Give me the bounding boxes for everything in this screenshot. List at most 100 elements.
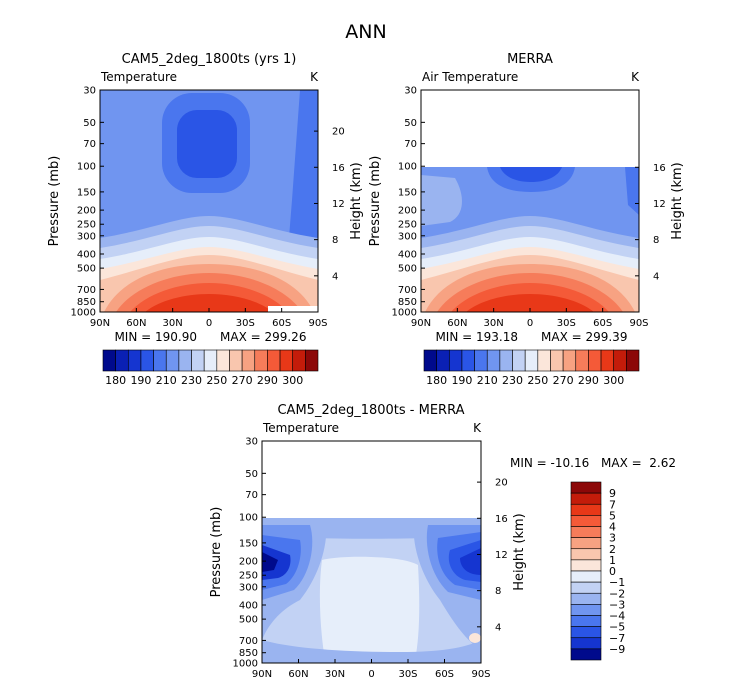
pressure-tick-label: 200 <box>77 206 96 217</box>
colorbar-swatch <box>423 349 437 372</box>
pressure-tick-label: 250 <box>239 571 258 582</box>
colorbar-label: 1 <box>609 554 616 567</box>
height-tick-label: 16 <box>332 163 345 174</box>
colorbar-label: 210 <box>156 374 177 387</box>
pressure-tick-label: 100 <box>239 513 258 524</box>
latitude-tick-label: 30S <box>398 669 417 680</box>
height-tick-label: 4 <box>653 271 659 282</box>
pressure-tick-label: 200 <box>398 206 417 217</box>
latitude-tick-label: 60S <box>593 318 612 329</box>
panel-diff-field <box>262 441 481 663</box>
colorbar-swatch <box>436 349 450 372</box>
colorbar-swatch <box>570 637 602 650</box>
height-tick-label: 20 <box>332 127 345 138</box>
latitude-tick-label: 90S <box>308 318 327 329</box>
pressure-tick-label: 300 <box>398 231 417 242</box>
field-contour-cold-core-inner <box>500 167 562 182</box>
colorbar-swatch <box>570 548 602 561</box>
pressure-tick-label: 500 <box>77 264 96 275</box>
latitude-tick-label: 0 <box>368 669 374 680</box>
latitude-tick-label: 30S <box>236 318 255 329</box>
height-axis-title: Height (km) <box>512 513 527 590</box>
colorbar-swatch <box>229 349 243 372</box>
colorbar-label: −1 <box>609 576 625 589</box>
pressure-tick-label: 150 <box>239 538 258 549</box>
panel-diff-variable-label: Temperature <box>262 421 339 435</box>
colorbar-label: 250 <box>206 374 227 387</box>
colorbar-swatch <box>241 349 256 372</box>
panel-obs-colorbar: 180 190 210 230 250 270 290 300 <box>423 349 640 387</box>
latitude-tick-label: 90S <box>471 669 490 680</box>
pressure-tick-label: 500 <box>239 615 258 626</box>
colorbar-swatch <box>570 537 602 550</box>
pressure-tick-label: 100 <box>398 162 417 173</box>
field-contour-equatorial-weak <box>319 556 420 660</box>
height-tick-label: 16 <box>495 514 508 525</box>
panel-model-colorbar: 180 190 210 230 250 270 290 300 <box>102 349 319 387</box>
colorbar-swatch <box>267 349 281 372</box>
latitude-tick-label: 0 <box>206 318 212 329</box>
panel-diff-title: CAM5_2deg_1800ts - MERRA <box>277 403 464 418</box>
pressure-tick-label: 700 <box>239 636 258 647</box>
pressure-tick-label: 70 <box>245 490 258 501</box>
colorbar-label: 190 <box>130 374 151 387</box>
colorbar-label: 290 <box>578 374 599 387</box>
height-tick-label: 12 <box>332 199 345 210</box>
latitude-tick-label: 0 <box>527 318 533 329</box>
field-contour-t290 <box>466 294 594 312</box>
panel-obs: MERRA Air Temperature K 30 50 70 100 150 200 2… <box>368 52 685 387</box>
pressure-axis-title: Pressure (mb) <box>368 156 383 247</box>
colorbar-swatch <box>486 349 501 372</box>
latitude-tick-label: 60N <box>126 318 146 329</box>
pressure-tick-label: 400 <box>398 249 417 260</box>
panel-obs-variable-label: Air Temperature <box>422 70 518 84</box>
field-contour-nh-cold-core <box>262 552 278 572</box>
colorbar-label: 250 <box>527 374 548 387</box>
height-tick-label: 16 <box>653 163 666 174</box>
colorbar-swatch <box>570 592 602 605</box>
colorbar-swatch <box>474 349 488 372</box>
colorbar-label: 3 <box>609 532 616 545</box>
colorbar-swatch <box>570 648 602 661</box>
field-no-data <box>262 441 481 518</box>
height-tick-label: 20 <box>495 478 508 489</box>
panel-model-min-label: MIN = 190.90 <box>114 330 197 344</box>
panel-obs-field <box>421 90 639 312</box>
field-contour-high-lat-cold <box>288 90 318 260</box>
colorbar-label: 270 <box>232 374 253 387</box>
panel-obs-max-label: MAX = 299.39 <box>541 330 627 344</box>
pressure-tick-label: 700 <box>77 285 96 296</box>
latitude-tick-label: 60N <box>288 669 308 680</box>
colorbar-swatch <box>524 349 539 372</box>
pressure-tick-label: 30 <box>404 86 417 97</box>
colorbar-swatch <box>115 349 129 372</box>
pressure-tick-label: 200 <box>239 557 258 568</box>
panel-model-max-label: MAX = 299.26 <box>220 330 306 344</box>
pressure-tick-label: 1000 <box>71 308 96 319</box>
field-contour-nh-polar <box>421 175 462 226</box>
colorbar-swatch <box>140 349 154 372</box>
colorbar-swatch <box>102 349 116 372</box>
colorbar-label: −4 <box>609 610 625 623</box>
pressure-tick-label: 150 <box>398 187 417 198</box>
colorbar-label: 230 <box>181 374 202 387</box>
field-no-data <box>421 90 639 167</box>
colorbar-swatch <box>570 570 602 583</box>
height-tick-label: 8 <box>495 586 501 597</box>
colorbar-swatch <box>613 349 627 372</box>
colorbar-swatch <box>537 349 551 372</box>
colorbar-swatch <box>165 349 180 372</box>
colorbar-label: 210 <box>477 374 498 387</box>
colorbar-label: 180 <box>426 374 447 387</box>
field-contour-t290 <box>145 294 273 312</box>
colorbar-label: 290 <box>257 374 278 387</box>
height-tick-label: 8 <box>332 235 338 246</box>
colorbar-swatch <box>178 349 192 372</box>
pressure-tick-label: 50 <box>245 469 258 480</box>
page-title: ANN <box>345 21 386 43</box>
colorbar-swatch <box>216 349 230 372</box>
colorbar-label: 7 <box>609 498 616 511</box>
colorbar-swatch <box>499 349 513 372</box>
colorbar-swatch <box>570 526 602 538</box>
